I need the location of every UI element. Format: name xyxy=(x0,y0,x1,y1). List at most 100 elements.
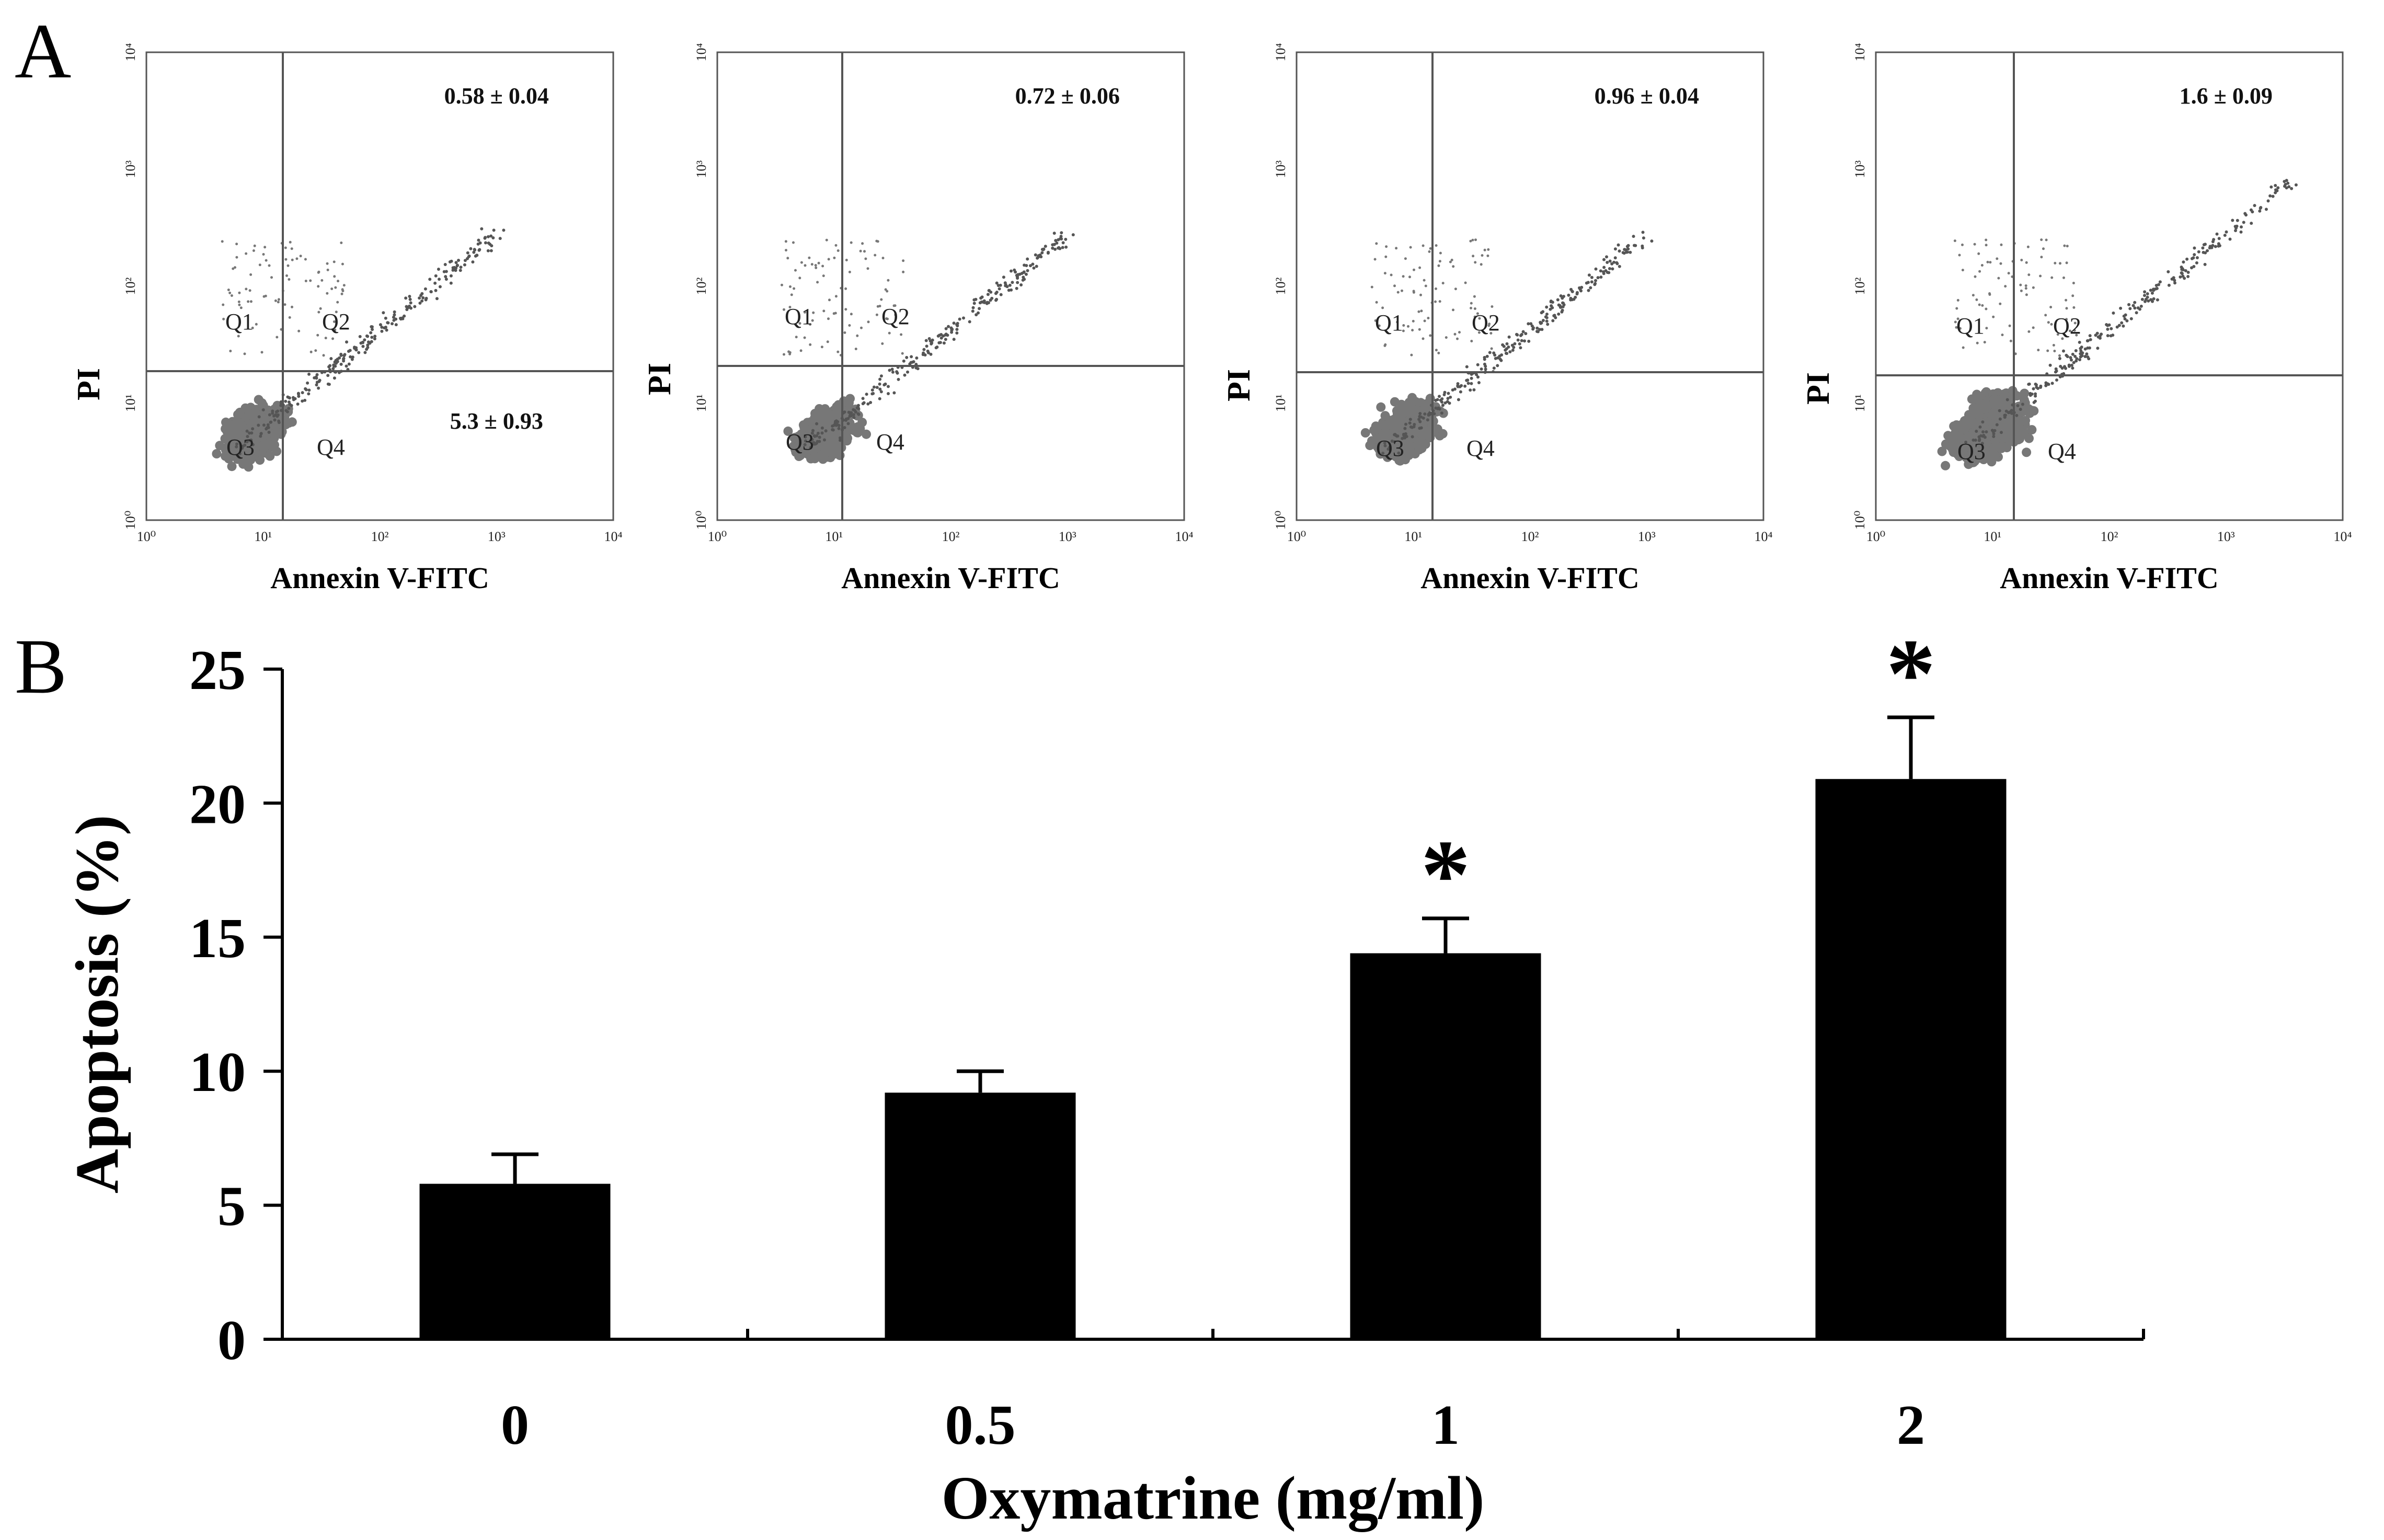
dot xyxy=(1983,341,1986,344)
dot xyxy=(2010,409,2013,412)
dot xyxy=(489,249,493,252)
dot xyxy=(333,320,336,323)
dot xyxy=(1381,452,1385,455)
dot xyxy=(1040,251,1044,255)
y-tick-label: 10³ xyxy=(1273,160,1288,178)
dot xyxy=(834,419,838,423)
dot-cloud xyxy=(1360,231,1654,466)
dot xyxy=(348,349,352,352)
dot xyxy=(1610,262,1614,266)
dot xyxy=(2024,284,2027,287)
dot xyxy=(306,381,310,385)
dot xyxy=(2290,187,2294,190)
dot xyxy=(1567,293,1571,297)
dot xyxy=(1985,307,1988,311)
dot xyxy=(955,328,959,331)
dot xyxy=(363,351,367,354)
dot xyxy=(1977,252,1980,255)
dot xyxy=(2202,243,2206,247)
dot xyxy=(1470,302,1473,305)
dot xyxy=(259,432,263,435)
dot xyxy=(979,296,983,300)
dot xyxy=(299,255,302,258)
dot xyxy=(2259,206,2263,209)
dot xyxy=(924,339,928,342)
dot xyxy=(1396,291,1400,294)
dot xyxy=(2080,354,2084,358)
dot xyxy=(408,297,412,301)
dot xyxy=(373,335,377,338)
dot xyxy=(1424,284,1427,288)
dot xyxy=(994,298,998,302)
dot xyxy=(2008,324,2011,327)
dot xyxy=(273,418,277,422)
dot xyxy=(809,343,812,346)
dot xyxy=(2112,311,2115,315)
dot xyxy=(1010,269,1013,273)
dot xyxy=(283,303,286,306)
dot xyxy=(361,341,365,344)
dot xyxy=(1992,315,1995,318)
dot xyxy=(884,288,887,291)
dot xyxy=(1527,322,1530,326)
dot xyxy=(1541,310,1545,314)
dot xyxy=(2146,295,2149,299)
dot xyxy=(882,383,886,387)
dot xyxy=(962,316,965,320)
dot xyxy=(274,299,277,302)
dot xyxy=(1372,424,1382,434)
y-tick-label: 10² xyxy=(694,277,709,295)
dot xyxy=(853,428,863,438)
dot xyxy=(1617,243,1620,247)
dot xyxy=(408,295,411,298)
dot xyxy=(890,367,894,371)
dot xyxy=(1604,269,1608,272)
quadrant-label-q2: Q2 xyxy=(1472,310,1500,336)
dot xyxy=(1459,390,1462,394)
dot xyxy=(1974,410,1984,420)
dot xyxy=(2173,281,2176,285)
dot xyxy=(1408,275,1411,279)
dot xyxy=(816,281,819,284)
dot xyxy=(466,251,469,255)
dot xyxy=(1607,271,1611,274)
dot xyxy=(1429,247,1432,250)
dot xyxy=(297,395,301,398)
dot xyxy=(251,326,254,329)
dot xyxy=(250,431,254,435)
dot xyxy=(357,351,361,354)
x-tick-label: 10² xyxy=(371,529,389,544)
dot xyxy=(1393,284,1396,288)
dot xyxy=(822,309,826,313)
dot xyxy=(487,242,490,245)
dot xyxy=(1395,456,1405,466)
dot xyxy=(289,240,292,244)
dot xyxy=(812,441,816,444)
dot xyxy=(424,298,428,302)
dot xyxy=(491,236,495,239)
quadrant-label-q2: Q2 xyxy=(2053,313,2081,339)
dot xyxy=(808,256,811,259)
dot xyxy=(1596,276,1600,280)
dot xyxy=(1985,327,1988,330)
x-axis-label: Annexin V-FITC xyxy=(841,561,1060,595)
dot xyxy=(322,354,325,357)
dot xyxy=(265,451,275,461)
dot xyxy=(262,253,265,256)
dot xyxy=(1499,359,1503,362)
dot xyxy=(1003,281,1007,285)
dot xyxy=(1396,403,1406,412)
dot xyxy=(1615,262,1619,266)
dot xyxy=(848,415,852,418)
dot xyxy=(1035,265,1038,268)
dot xyxy=(2173,279,2176,282)
y-tick-label: 15 xyxy=(189,907,246,970)
dot xyxy=(1955,326,1958,329)
dot xyxy=(788,352,792,355)
dot xyxy=(2073,354,2077,358)
dot xyxy=(295,257,299,260)
dot xyxy=(249,300,253,303)
dot xyxy=(2158,280,2162,284)
dot xyxy=(857,412,861,416)
dot xyxy=(2195,256,2199,259)
